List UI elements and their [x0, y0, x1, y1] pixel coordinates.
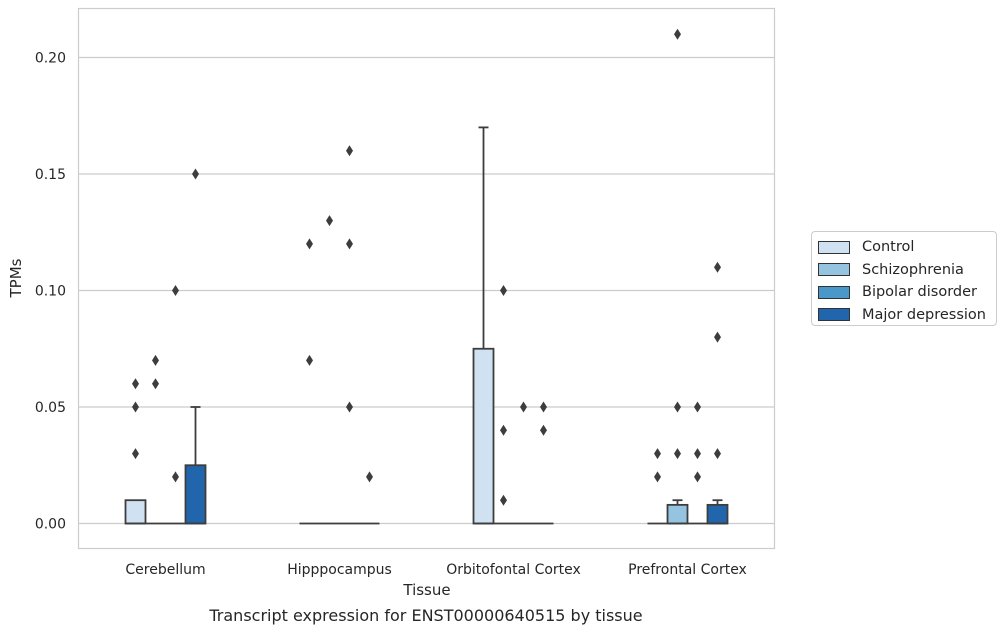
x-tick-label: Hipppocampus	[287, 562, 392, 578]
legend-swatch	[818, 308, 850, 322]
outlier-point	[674, 28, 681, 40]
outlier-point	[694, 401, 701, 413]
chart-caption: Transcript expression for ENST0000064051…	[209, 606, 643, 625]
legend-label: Control	[862, 239, 915, 256]
outlier-point	[346, 401, 353, 413]
box	[184, 464, 207, 525]
legend-label: Major depression	[862, 306, 986, 323]
y-tick-label: 0.05	[35, 400, 66, 416]
y-tick-label: 0.10	[35, 284, 66, 300]
x-tick-label: Orbitofontal Cortex	[446, 562, 581, 578]
outlier-point	[500, 494, 507, 506]
legend-swatch	[818, 240, 850, 254]
box-series	[124, 28, 729, 525]
legend-swatch	[818, 263, 850, 277]
legend-item: Schizophrenia	[818, 259, 996, 282]
x-tick-label: Prefrontal Cortex	[628, 562, 747, 578]
legend-item: Control	[818, 236, 996, 259]
series-major-depression	[184, 168, 729, 525]
legend-swatch	[818, 285, 850, 299]
legend-label: Schizophrenia	[862, 261, 964, 278]
outlier-point	[714, 448, 721, 460]
y-axis-label: TPMs	[7, 258, 25, 298]
outlier-point	[132, 448, 139, 460]
box	[666, 503, 689, 525]
outlier-point	[346, 145, 353, 157]
series-schizophrenia	[145, 28, 689, 525]
y-tick-label: 0.00	[35, 517, 66, 533]
legend-item: Bipolar disorder	[818, 281, 996, 304]
outlier-point	[172, 285, 179, 296]
outlier-point	[654, 471, 661, 483]
outlier-point	[500, 285, 507, 296]
outlier-point	[192, 168, 199, 180]
x-tick-labels: Cerebellum Hipppocampus Orbitofontal Corte…	[125, 562, 746, 578]
y-tick-label: 0.20	[35, 51, 66, 67]
y-tick-label: 0.15	[35, 167, 66, 183]
legend-label: Bipolar disorder	[862, 284, 977, 301]
outlier-point	[152, 354, 159, 366]
legend: Control Schizophrenia Bipolar disorder Majo…	[811, 231, 997, 326]
outlier-point	[172, 471, 179, 483]
outlier-point	[714, 261, 721, 273]
outlier-point	[540, 424, 547, 436]
x-tick-label: Cerebellum	[125, 562, 205, 578]
box	[706, 503, 729, 525]
outlier-point	[306, 354, 313, 366]
outlier-point	[714, 331, 721, 343]
outlier-point	[694, 471, 701, 483]
outlier-point	[152, 378, 159, 390]
plot-frame	[77, 7, 776, 550]
outlier-point	[326, 215, 333, 227]
outlier-point	[346, 238, 353, 250]
outlier-point	[674, 448, 681, 460]
gridlines	[78, 56, 775, 525]
legend-item: Major depression	[818, 304, 996, 327]
outlier-point	[540, 401, 547, 413]
box	[124, 499, 147, 525]
outlier-point	[306, 238, 313, 250]
outlier-point	[132, 401, 139, 413]
outlier-point	[654, 448, 661, 460]
series-control	[124, 126, 668, 525]
outlier-point	[500, 424, 507, 436]
outlier-point	[674, 401, 681, 413]
outlier-point	[694, 448, 701, 460]
outlier-point	[132, 378, 139, 390]
y-tick-labels: 0.00 0.05 0.10 0.15 0.20	[35, 51, 66, 533]
outlier-point	[366, 471, 373, 483]
outlier-point	[520, 401, 527, 413]
series-bipolar-disorder	[165, 145, 708, 525]
x-axis-label: Tissue	[402, 581, 450, 599]
box	[472, 347, 495, 525]
